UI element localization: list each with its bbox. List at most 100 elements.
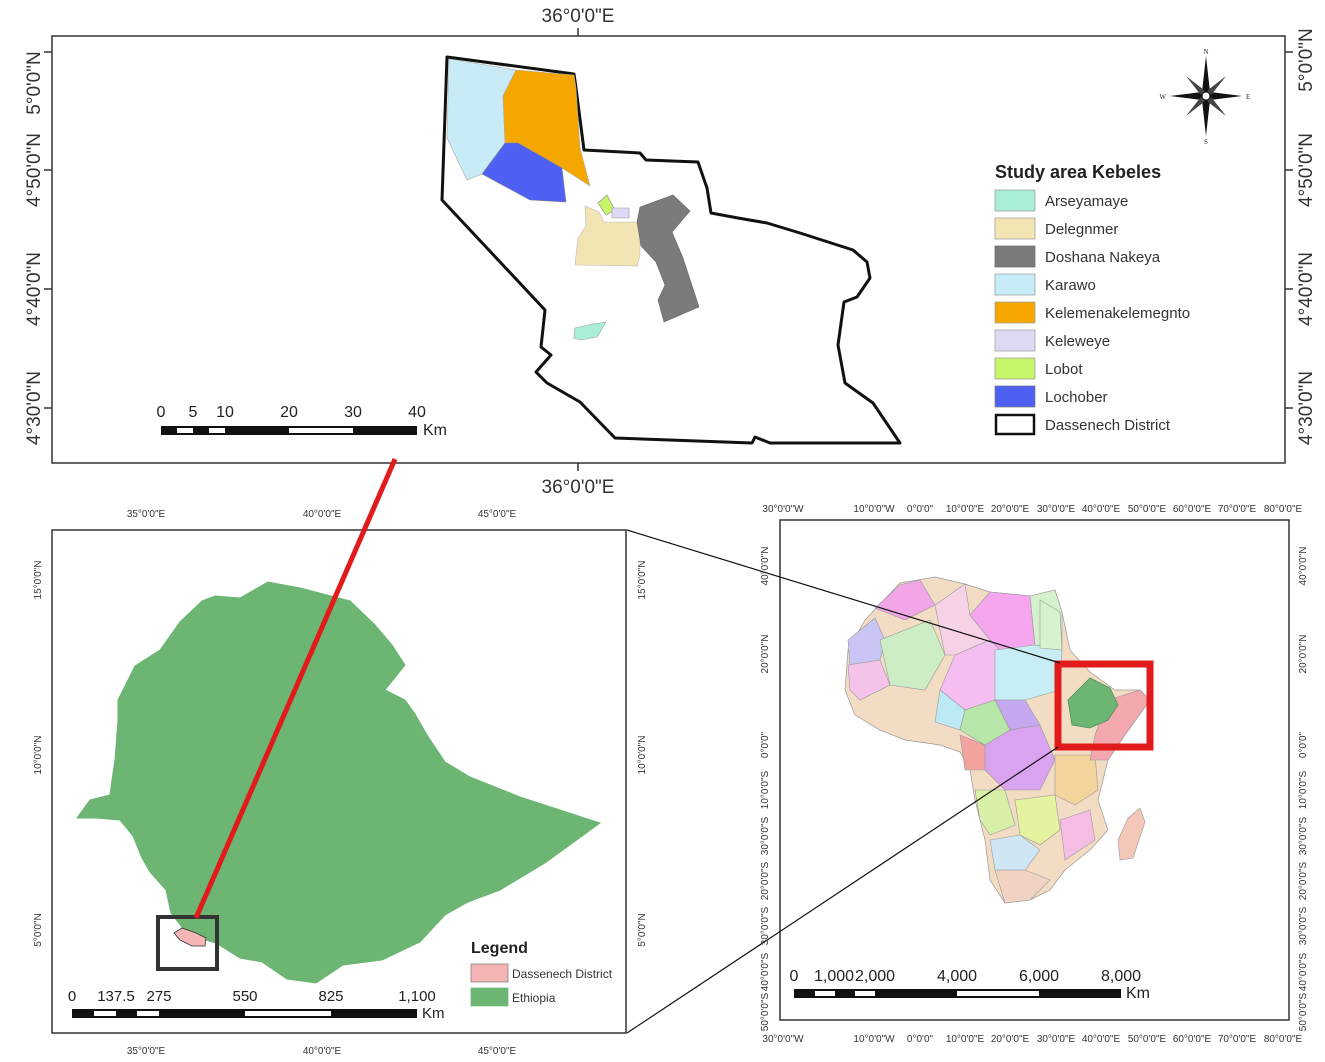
bottom-axis-label: 35°0'0"E (127, 1046, 166, 1057)
right-axis-label: 30°0'0"S (1298, 906, 1309, 945)
right-axis-label: 40°0'0"S (1298, 952, 1309, 991)
right-axis-label: 0°0'0" (1298, 731, 1309, 758)
left-axis-label: 30°0'0"S (760, 816, 771, 855)
right-axis-label: 20°0'0"S (1298, 861, 1309, 900)
top-scale-bar: 0 5 10 20 30 40 Km (157, 404, 447, 439)
scale-label: 30 (344, 404, 362, 421)
connector-line-bottom (626, 746, 1059, 1034)
scale-unit: Km (422, 1005, 445, 1022)
callout-line-red (193, 458, 398, 919)
left-axis-label: 20°0'0"S (760, 861, 771, 900)
ethiopia-country-shape (76, 581, 602, 984)
scale-label: 2,000 (855, 968, 895, 985)
legend-swatch-doshana-nakeya (994, 245, 1036, 268)
left-axis-label: 15°0'0"N (33, 561, 44, 600)
right-axis-label: 4°50'0"N (1296, 133, 1317, 207)
kebele-legend: Study area Kebeles Arseyamaye Delegnmer … (994, 162, 1190, 436)
left-axis-label: 4°50'0"N (24, 133, 45, 207)
top-axis-label: 36°0'0"E (542, 6, 615, 27)
left-axis-label: 10°0'0"S (760, 770, 771, 809)
scale-label: 0 (790, 968, 799, 985)
connector-line-top (626, 529, 1061, 664)
scale-label: 4,000 (937, 968, 977, 985)
bottom-axis-label: 36°0'0"E (542, 477, 615, 498)
south-label: S (1204, 138, 1208, 146)
kebele-kelemenakelemegnto (502, 69, 591, 187)
scale-label: 825 (318, 988, 343, 1005)
right-axis-label: 40°0'0"N (1298, 547, 1309, 586)
left-axis-label: 20°0'0"N (760, 635, 771, 674)
legend-swatch-lochober (994, 385, 1036, 408)
top-axis-label: 60°0'0"E (1173, 504, 1212, 515)
legend-label: Karawo (1045, 277, 1096, 294)
top-axis-label: 50°0'0"E (1128, 504, 1167, 515)
right-axis-label: 10°0'0"N (637, 736, 648, 775)
scale-label: 6,000 (1019, 968, 1059, 985)
left-axis-label: 50°0'0"S (760, 992, 771, 1031)
scale-label: 10 (216, 404, 234, 421)
top-axis-label: 70°0'0"E (1218, 504, 1257, 515)
top-axis-label: 40°0'0"E (1082, 504, 1121, 515)
bottom-axis-label: 10°0'0"E (946, 1034, 985, 1045)
top-axis-label: 30°0'0"W (762, 504, 804, 515)
bottom-axis-label: 50°0'0"E (1128, 1034, 1167, 1045)
top-axis-label: 0°0'0" (907, 504, 934, 515)
scale-label: 550 (232, 988, 257, 1005)
bottom-axis-label: 40°0'0"E (303, 1046, 342, 1057)
bottom-axis-label: 40°0'0"E (1082, 1034, 1121, 1045)
ethiopia-highlight-box (1054, 660, 1154, 751)
bottom-axis-label: 80°0'0"E (1264, 1034, 1303, 1045)
north-label: N (1203, 48, 1208, 56)
right-axis-label: 4°30'0"N (1296, 371, 1317, 445)
kebele-doshana-nakeya (636, 194, 700, 323)
legend-label: Ethiopia (512, 991, 556, 1005)
left-axis-label: 4°30'0"N (24, 371, 45, 445)
left-axis-label: 30°0'0"S (760, 906, 771, 945)
east-label: E (1246, 93, 1250, 101)
right-axis-label: 30°0'0"S (1298, 816, 1309, 855)
legend-swatch-delegnmer (994, 217, 1036, 240)
legend-label: Kelemenakelemegnto (1045, 305, 1190, 322)
left-axis-label: 10°0'0"N (33, 736, 44, 775)
top-map-panel: 36°0'0"E 36°0'0"E 5°0'0"N 4°50'0"N 4°40'… (24, 6, 1317, 498)
scale-label: 0 (68, 988, 76, 1005)
top-axis-label: 10°0'0"W (853, 504, 895, 515)
legend-swatch-dassenech-district (994, 413, 1036, 436)
legend-swatch-keleweye (994, 329, 1036, 352)
scale-unit: Km (1126, 985, 1150, 1002)
scale-label: 5 (189, 404, 198, 421)
top-axis-label: 10°0'0"E (946, 504, 985, 515)
top-axis-label: 30°0'0"E (1037, 504, 1076, 515)
bottom-axis-label: 20°0'0"E (991, 1034, 1030, 1045)
north-arrow-icon: N S E W (1159, 48, 1250, 146)
legend-swatch-kelemenakelemegnto (994, 301, 1036, 324)
left-axis-label: 4°40'0"N (24, 252, 45, 326)
legend-swatch-lobot (994, 357, 1036, 380)
bottom-axis-label: 30°0'0"E (1037, 1034, 1076, 1045)
scale-label: 0 (157, 404, 166, 421)
right-axis-label: 50°0'0"S (1298, 992, 1309, 1031)
scale-unit: Km (423, 422, 447, 439)
legend-label: Lochober (1045, 389, 1108, 406)
left-axis-label: 0°0'0" (760, 731, 771, 758)
left-axis-label: 40°0'0"N (760, 547, 771, 586)
legend-label: Keleweye (1045, 333, 1110, 350)
scale-label: 1,100 (398, 988, 436, 1005)
africa-ethiopia-shape (1067, 677, 1119, 729)
scale-label: 40 (408, 404, 426, 421)
legend-label: Lobot (1045, 361, 1083, 378)
madagascar-shape (1117, 807, 1146, 861)
bottom-axis-label: 0°0'0" (907, 1034, 934, 1045)
legend-swatch-dassenech (470, 963, 509, 983)
kebele-keleweye (611, 207, 630, 219)
district-highlight-box (156, 915, 219, 971)
legend-label: Dassenech District (512, 967, 613, 981)
legend-label: Doshana Nakeya (1045, 249, 1161, 266)
west-label: W (1159, 93, 1166, 101)
top-axis-label: 45°0'0"E (478, 509, 517, 520)
legend-title: Legend (471, 940, 528, 957)
left-axis-label: 5°0'0"N (33, 913, 44, 946)
scale-label: 20 (280, 404, 298, 421)
scale-label: 275 (146, 988, 171, 1005)
